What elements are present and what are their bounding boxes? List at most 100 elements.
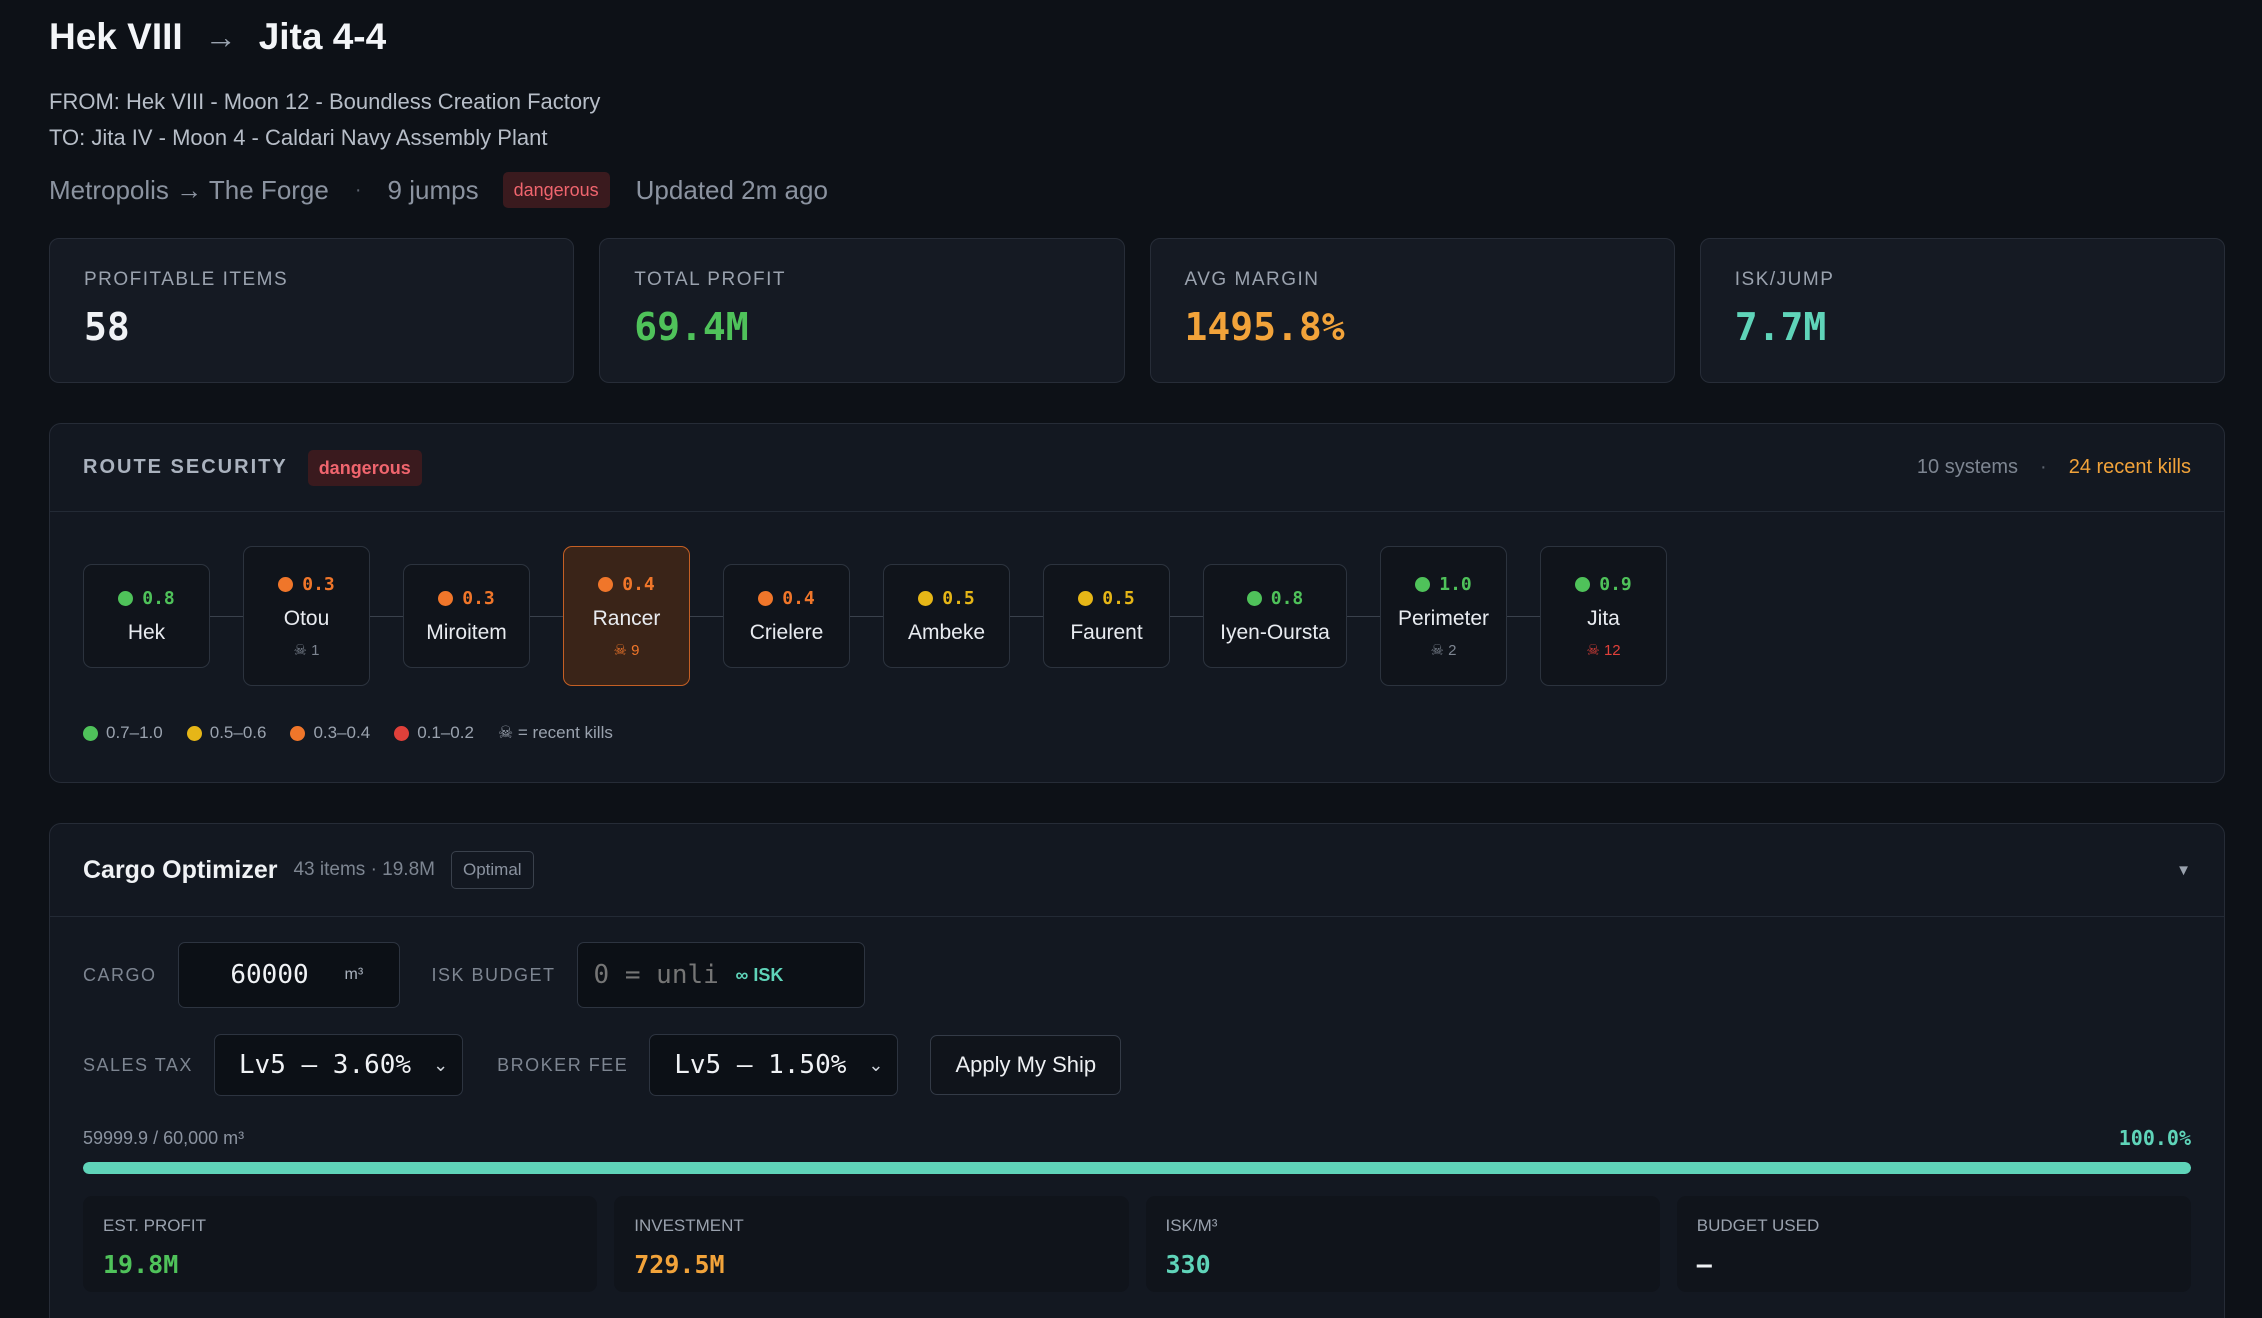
security-value: 0.3 (302, 573, 335, 595)
system-crielere[interactable]: 0.4 Crielere (723, 564, 850, 668)
system-ambeke[interactable]: 0.5 Ambeke (883, 564, 1010, 668)
cargo-label: CARGO (83, 964, 157, 985)
system-hek[interactable]: 0.8 Hek (83, 564, 210, 668)
to-system-title: Jita 4-4 (258, 16, 387, 57)
system-faurent[interactable]: 0.5 Faurent (1043, 564, 1170, 668)
stat-value: 7.7M (1734, 305, 1827, 349)
broker-fee-value: Lv5 — 1.50% (674, 1050, 847, 1080)
legend-dot-icon (290, 725, 306, 741)
cargo-usage-bar (83, 1162, 2191, 1174)
sales-tax-label: SALES TAX (83, 1054, 193, 1075)
system-name: Jita (1587, 606, 1620, 630)
route-meta: Metropolis → The Forge · 9 jumps dangero… (49, 170, 2199, 210)
cargo-optimizer-header[interactable]: Cargo Optimizer 43 items · 19.8M Optimal… (50, 824, 2224, 917)
separator-dot: · (2040, 456, 2047, 478)
metric-value: — (1696, 1250, 1712, 1279)
security-value: 0.9 (1599, 573, 1632, 595)
route-connector (210, 615, 243, 617)
security-status: 0.5 (918, 588, 975, 609)
stat-value: 58 (84, 305, 130, 349)
danger-badge: dangerous (502, 172, 610, 208)
fees-row: SALES TAX Lv5 — 3.60% ⌄ BROKER FEE Lv5 —… (83, 1034, 1122, 1096)
legend-dot-icon (186, 725, 202, 741)
legend-high: 0.7–1.0 (83, 723, 163, 743)
legend-low: 0.3–0.4 (290, 723, 370, 743)
security-legend: 0.7–1.0 0.5–0.6 0.3–0.4 0.1–0.2 ☠ = rece… (83, 723, 637, 743)
stat-label: AVG MARGIN (1184, 269, 1320, 290)
system-jita[interactable]: 0.9 Jita ☠ 12 (1540, 546, 1667, 686)
security-dot-icon (118, 590, 134, 606)
chevron-down-icon: ⌄ (433, 1054, 449, 1076)
isk-budget-suffix: ∞ ISK (735, 964, 784, 985)
security-dot-icon (278, 576, 294, 592)
arrow-right-icon: → (204, 18, 237, 55)
system-kills: ☠ 9 (613, 641, 640, 659)
system-otou[interactable]: 0.3 Otou ☠ 1 (243, 546, 370, 686)
security-status: 0.4 (758, 588, 815, 609)
cargo-unit: m³ (344, 966, 364, 983)
route-connector (690, 615, 723, 617)
system-name: Miroitem (426, 620, 507, 644)
stat-isk-per-jump: ISK/JUMP 7.7M (1699, 238, 2225, 383)
security-status: 0.9 (1575, 574, 1632, 595)
cargo-summary: 43 items · 19.8M (293, 859, 435, 880)
collapse-chevron-icon[interactable]: ▼ (2176, 861, 2191, 879)
security-value: 1.0 (1439, 573, 1472, 595)
system-rancer[interactable]: 0.4 Rancer ☠ 9 (563, 546, 690, 686)
route-connector (1507, 615, 1540, 617)
legend-very-low: 0.1–0.2 (394, 723, 474, 743)
legend-label: 0.5–0.6 (209, 723, 267, 742)
recent-kills-count: 24 recent kills (2068, 456, 2191, 478)
route-connector (850, 615, 883, 617)
legend-label: 0.3–0.4 (313, 723, 371, 742)
cargo-optimizer-title: Cargo Optimizer (83, 855, 278, 884)
system-name: Iyen-Oursta (1220, 620, 1330, 644)
system-name: Otou (283, 606, 330, 630)
security-status: 0.8 (1246, 587, 1304, 609)
broker-fee-select[interactable]: Lv5 — 1.50% ⌄ (649, 1034, 899, 1096)
security-dot-icon (1246, 590, 1262, 606)
isk-budget-label: ISK BUDGET (431, 964, 556, 985)
security-value: 0.8 (1270, 587, 1304, 609)
system-perimeter[interactable]: 1.0 Perimeter ☠ 2 (1380, 546, 1507, 686)
system-name: Hek (127, 620, 166, 644)
security-value: 0.8 (142, 587, 175, 609)
security-dot-icon (598, 576, 614, 592)
route-security-header: ROUTE SECURITY dangerous 10 systems · 24… (50, 424, 2224, 512)
cargo-inputs-row: CARGO m³ ISK BUDGET ∞ ISK (83, 942, 865, 1008)
legend-dot-icon (83, 725, 98, 741)
security-dot-icon (1078, 590, 1094, 606)
system-kills: ☠ 12 (1586, 641, 1621, 659)
regions: Metropolis → The Forge (49, 174, 329, 205)
route-connector (1010, 615, 1043, 617)
security-value: 0.4 (782, 587, 815, 609)
system-miroitem[interactable]: 0.3 Miroitem (403, 564, 530, 668)
metric-label: INVESTMENT (634, 1216, 744, 1235)
legend-dot-icon (394, 725, 410, 741)
security-dot-icon (438, 590, 454, 606)
jump-count: 9 jumps (387, 174, 479, 205)
cargo-input-box: m³ (177, 942, 400, 1008)
security-dot-icon (918, 590, 934, 606)
stat-avg-margin: AVG MARGIN 1495.8% (1149, 238, 1675, 383)
stat-total-profit: TOTAL PROFIT 69.4M (599, 238, 1125, 383)
system-name: Crielere (749, 620, 824, 644)
isk-budget-input[interactable] (593, 960, 720, 990)
sales-tax-select[interactable]: Lv5 — 3.60% ⌄ (213, 1034, 464, 1096)
route-header: Hek VIII → Jita 4-4 FROM: Hek VIII - Moo… (49, 14, 2199, 210)
from-system-title: Hek VIII (49, 16, 183, 57)
cargo-usage-percent: 100.0% (2118, 1126, 2191, 1150)
system-iyen-oursta[interactable]: 0.8 Iyen-Oursta (1203, 564, 1347, 668)
cargo-metrics: EST. PROFIT 19.8M INVESTMENT 729.5M ISK/… (83, 1196, 2191, 1292)
cargo-input[interactable] (194, 960, 345, 990)
route-summary: 10 systems · 24 recent kills (1917, 456, 2191, 479)
security-value: 0.5 (1102, 587, 1135, 609)
separator-dot: · (354, 178, 362, 201)
apply-my-ship-button[interactable]: Apply My Ship (930, 1035, 1122, 1095)
security-dot-icon (758, 590, 774, 606)
system-name: Rancer (592, 606, 661, 630)
security-status: 0.3 (438, 588, 495, 609)
security-status: 1.0 (1415, 574, 1472, 595)
metric-est-profit: EST. PROFIT 19.8M (83, 1196, 598, 1292)
